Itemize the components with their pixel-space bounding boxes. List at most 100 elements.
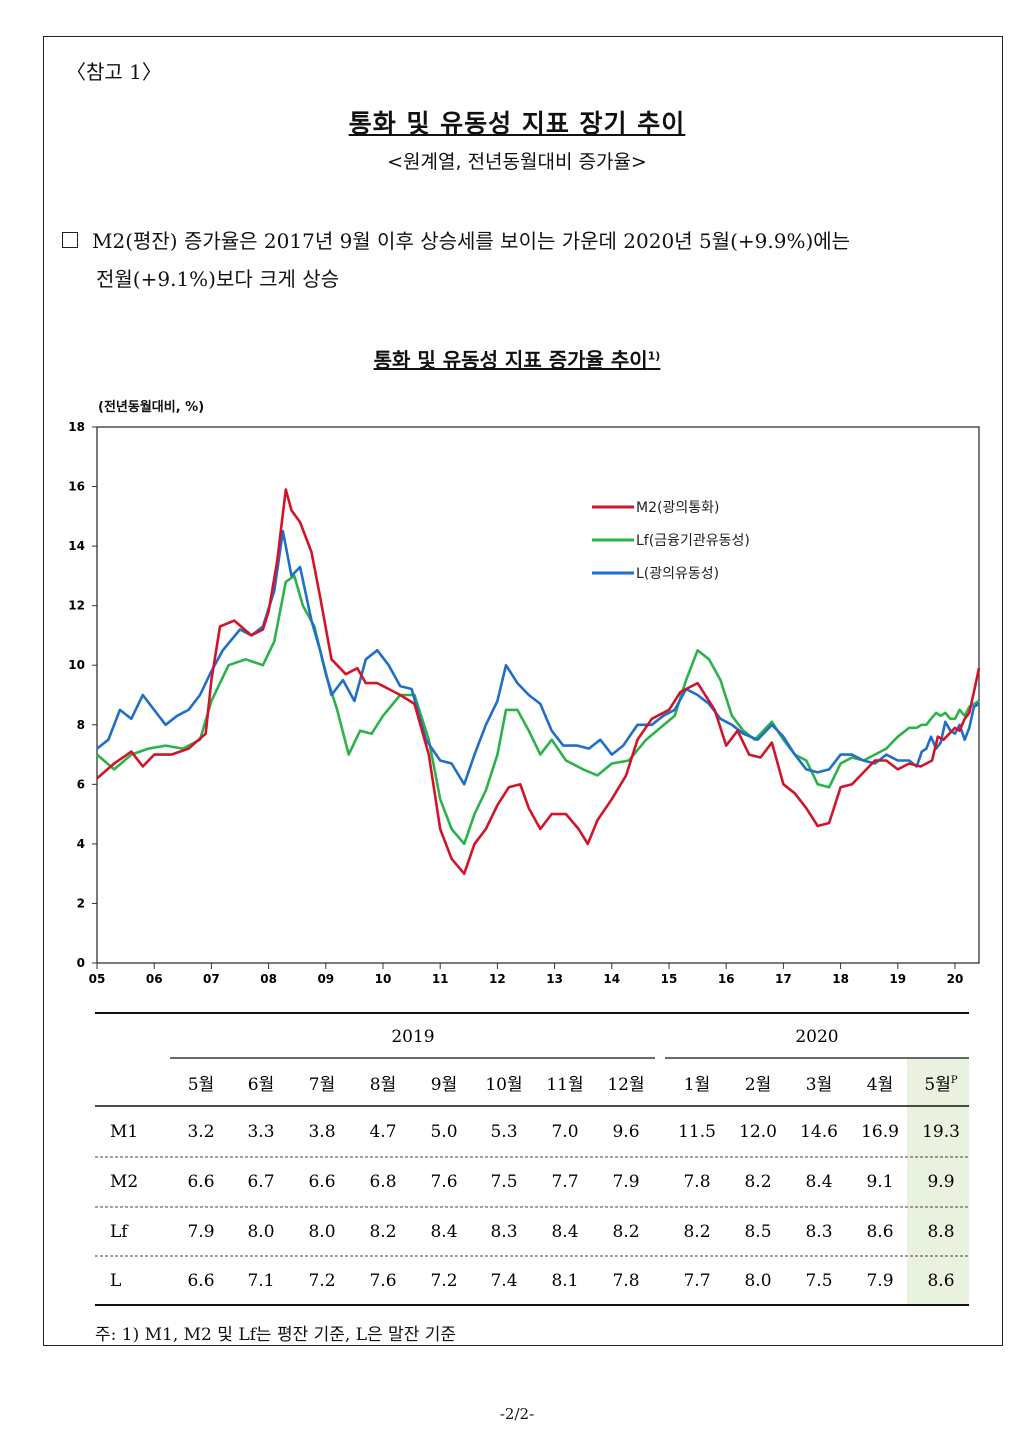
table-cell: 16.9 [861,1122,899,1142]
table-cell: 5.0 [430,1122,457,1142]
x-tick-label: 06 [146,972,163,986]
x-tick-label: 11 [432,972,449,986]
month-header: 10월 [485,1075,522,1095]
table-cell: 7.8 [683,1172,710,1192]
table-cell: 7.6 [369,1271,396,1291]
x-tick-label: 05 [89,972,106,986]
table-cell: 8.0 [308,1222,335,1242]
x-tick-label: 15 [661,972,678,986]
x-tick-label: 12 [489,972,506,986]
month-header: 7월 [309,1075,335,1095]
x-tick-label: 18 [832,972,849,986]
table-cell: 7.2 [430,1271,457,1291]
table-cell: 8.0 [744,1271,771,1291]
table-cell: 3.3 [247,1122,274,1142]
checkbox-bullet-icon [62,232,78,248]
footnote: 주: 1) M1, M2 및 Lf는 평잔 기준, L은 말잔 기준 [95,1325,457,1345]
table-cell: 7.5 [490,1172,517,1192]
summary-paragraph: M2(평잔) 증가율은 2017년 9월 이후 상승세를 보이는 가운데 202… [62,222,992,298]
summary-line-2: 전월(+9.1%)보다 크게 상승 [96,267,340,291]
table-cell: 7.7 [683,1271,710,1291]
table-cell: 8.4 [430,1222,457,1242]
chart-unit-label: (전년동월대비, %) [98,400,205,415]
month-header: 4월 [867,1075,893,1095]
summary-line-1: M2(평잔) 증가율은 2017년 9월 이후 상승세를 보이는 가운데 202… [92,229,851,253]
table-cell: 8.2 [683,1222,710,1242]
x-tick-label: 10 [375,972,392,986]
preliminary-mark: P [951,1075,958,1086]
table-cell: 8.0 [247,1222,274,1242]
table-cell: 8.6 [866,1222,893,1242]
table-cell: 7.8 [612,1271,639,1291]
month-header: 6월 [248,1075,274,1095]
table-cell: 4.7 [369,1122,396,1142]
table-cell: 7.0 [551,1122,578,1142]
table-cell: 12.0 [739,1122,777,1142]
table-cell: 5.3 [490,1122,517,1142]
legend-label: L(광의유동성) [636,566,719,582]
table-cell: 7.1 [247,1271,274,1291]
y-tick-label: 8 [77,718,85,732]
table-cell: 7.7 [551,1172,578,1192]
table-cell: 8.2 [744,1172,771,1192]
y-tick-label: 18 [68,420,85,434]
month-header: 8월 [370,1075,396,1095]
y-tick-label: 16 [68,480,85,494]
x-tick-label: 16 [718,972,735,986]
page-title: 통화 및 유동성 지표 장기 추이 [348,109,686,138]
y-tick-label: 12 [68,599,85,613]
table-cell: 8.1 [551,1271,578,1291]
table-cell: 7.4 [490,1271,517,1291]
y-tick-label: 14 [68,539,85,553]
row-label: M1 [110,1122,138,1142]
table-cell: 7.5 [805,1271,832,1291]
table-cell: 14.6 [800,1122,838,1142]
highlight-column [907,1058,969,1305]
month-header: 5월 [188,1075,214,1095]
x-tick-label: 07 [203,972,220,986]
series-line-1 [96,574,980,846]
month-header: 12월 [607,1075,644,1095]
page-subtitle: <원계열, 전년동월대비 증가율> [387,151,647,173]
line-chart: 0 2 4 6 8 10 12 14 16 18 05 06 07 08 09 10 11 12 13 14 15 16 1… [68,420,981,986]
year-2020-label: 2020 [795,1027,838,1047]
data-table: 2019 2020 5월 6월 7월 8월 9월 10월 11월 12월 1월 2월 3월 4월 5월P M1… [95,1012,969,1307]
table-cell: 11.5 [678,1122,716,1142]
table-cell: 8.8 [927,1222,954,1242]
data-table-grid: 2019 2020 5월 6월 7월 8월 9월 10월 11월 12월 1월 2월 3월 4월 5월P M1… [95,1012,969,1306]
table-cell: 7.9 [866,1271,893,1291]
table-cell: 8.3 [805,1222,832,1242]
table-cell: 8.6 [927,1271,954,1291]
plot-area [96,426,980,964]
table-cell: 6.8 [369,1172,396,1192]
table-cell: 6.6 [308,1172,335,1192]
row-label: L [110,1271,121,1291]
x-tick-label: 13 [546,972,563,986]
chart-title-footnote-mark: 1) [647,349,661,363]
table-cell: 7.9 [187,1222,214,1242]
month-header: 9월 [431,1075,457,1095]
table-cell: 8.2 [612,1222,639,1242]
table-cell: 9.1 [866,1172,893,1192]
table-cell: 3.8 [308,1122,335,1142]
x-tick-label: 08 [260,972,277,986]
month-header: 5월P [924,1075,957,1095]
table-cell: 8.4 [551,1222,578,1242]
table-cell: 7.9 [612,1172,639,1192]
month-header: 2월 [745,1075,771,1095]
y-tick-label: 2 [77,896,85,910]
table-cell: 9.9 [927,1172,954,1192]
chart-title-text: 통화 및 유동성 지표 증가율 추이 [373,348,648,372]
x-tick-label: 17 [775,972,792,986]
table-cell: 8.5 [744,1222,771,1242]
year-2019-label: 2019 [391,1027,434,1047]
row-label: M2 [110,1172,138,1192]
reference-label: 〈참고 1〉 [66,60,162,84]
row-label: Lf [110,1222,129,1242]
table-cell: 7.2 [308,1271,335,1291]
y-tick-label: 4 [77,837,85,851]
document-frame [43,36,1003,1346]
y-tick-label: 0 [77,956,85,970]
legend-label: Lf(금융기관유동성) [636,533,750,549]
table-cell: 8.2 [369,1222,396,1242]
